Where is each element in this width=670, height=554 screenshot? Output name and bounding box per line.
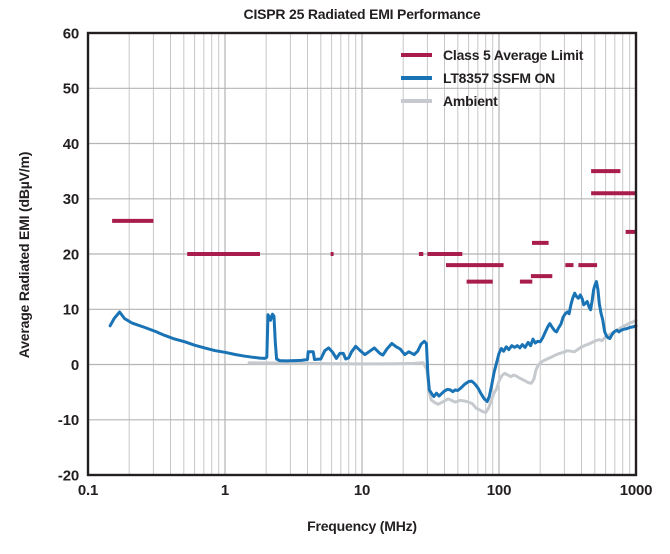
legend-swatch-icon — [401, 53, 432, 57]
y-tick-labels: -20 -10 0 10 20 30 40 50 60 — [58, 25, 79, 484]
legend-label: Class 5 Average Limit — [443, 47, 584, 63]
y-tick-label: 60 — [63, 25, 79, 42]
x-axis-label: Frequency (MHz) — [307, 518, 417, 534]
y-axis-label: Average Radiated EMI (dBµV/m) — [16, 151, 32, 359]
legend-label: Ambient — [443, 93, 498, 109]
y-tick-label: 30 — [63, 191, 79, 208]
x-tick-label: 0.1 — [78, 482, 98, 499]
y-tick-label: -10 — [58, 412, 79, 429]
y-tick-label: 20 — [63, 246, 79, 263]
y-tick-label: 0 — [71, 357, 79, 374]
y-tick-label: 50 — [63, 81, 79, 98]
series-ambient — [247, 318, 638, 415]
series-lt8357-ssfm-on — [108, 280, 638, 403]
x-tick-label: 10 — [354, 482, 370, 499]
legend-label: LT8357 SSFM ON — [443, 70, 556, 86]
x-tick-label: 1 — [221, 482, 229, 499]
legend: Class 5 Average Limit LT8357 SSFM ON Ambie… — [401, 46, 583, 110]
legend-item-ambient: Ambient — [401, 92, 583, 110]
legend-item-class-5-average-limit: Class 5 Average Limit — [401, 46, 583, 64]
legend-item-lt8357-ssfm-on: LT8357 SSFM ON — [401, 69, 583, 87]
y-tick-label: 10 — [63, 302, 79, 319]
series-class-5-average-limit — [112, 169, 636, 284]
legend-swatch-icon — [401, 99, 432, 103]
x-tick-labels: 0.1 1 10 100 1000 — [78, 482, 653, 499]
y-tick-label: 40 — [63, 136, 79, 153]
x-tick-label: 100 — [487, 482, 511, 499]
x-tick-label: 1000 — [620, 482, 653, 499]
y-tick-label: -20 — [58, 467, 79, 484]
legend-swatch-icon — [401, 76, 432, 80]
chart-title: CISPR 25 Radiated EMI Performance — [243, 6, 481, 22]
plot-frame — [86, 31, 638, 477]
